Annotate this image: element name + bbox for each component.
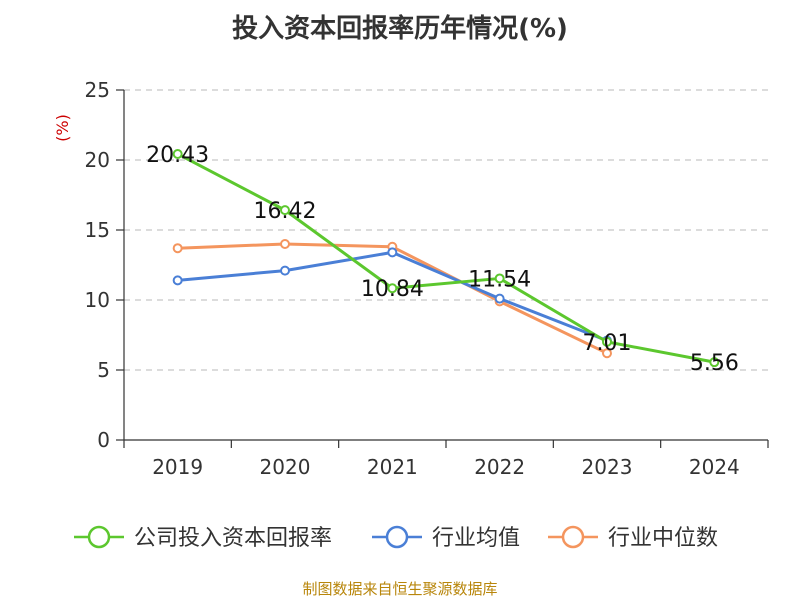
chart-title: 投入资本回报率历年情况(%)	[232, 14, 568, 44]
legend-swatch-marker	[87, 525, 111, 549]
x-tick-label: 2022	[474, 455, 525, 479]
legend-label: 行业中位数	[608, 526, 718, 551]
y-axis-unit-label: (%)	[53, 114, 72, 142]
y-tick-label: 0	[97, 428, 110, 452]
data-point	[172, 148, 183, 159]
data-label: 20.43	[146, 143, 209, 168]
data-label: 7.01	[583, 331, 632, 356]
x-tick-label: 2019	[152, 455, 203, 479]
data-point	[280, 265, 290, 276]
data-point	[172, 243, 183, 254]
axes: 0 5 10 15 20 25 2019 2020 2021 2022 2023 2024	[85, 78, 769, 479]
data-point	[602, 348, 612, 359]
data-label: 11.54	[468, 267, 531, 292]
source-note: 制图数据来自恒生聚源数据库	[302, 580, 498, 598]
legend-label: 公司投入资本回报率	[134, 526, 332, 551]
legend-swatch-marker	[385, 525, 409, 549]
series-lines	[172, 148, 720, 368]
data-point	[387, 247, 398, 258]
series-line	[176, 152, 715, 364]
y-tick-label: 15	[85, 218, 110, 242]
y-tick-label: 20	[85, 148, 110, 172]
x-tick-label: 2021	[367, 455, 418, 479]
x-tick-label: 2020	[260, 455, 311, 479]
data-point	[494, 273, 505, 284]
y-tick-label: 25	[85, 78, 110, 102]
legend: 公司投入资本回报率 行业均值 行业中位数	[74, 525, 718, 551]
data-point	[387, 283, 398, 294]
y-tick-label: 5	[97, 358, 110, 382]
y-tick-label: 10	[85, 288, 110, 312]
data-point	[494, 293, 505, 304]
data-label: 10.84	[361, 277, 424, 302]
data-labels: 20.43 16.42 10.84 11.54 7.01 5.56	[146, 143, 739, 376]
data-point	[709, 357, 720, 368]
data-point	[602, 336, 612, 347]
data-point	[172, 275, 183, 286]
data-label: 5.56	[690, 351, 739, 376]
legend-label: 行业均值	[432, 526, 520, 551]
data-label: 16.42	[254, 199, 317, 224]
x-tick-label: 2023	[582, 455, 633, 479]
grid-lines	[124, 89, 768, 371]
legend-swatch-marker	[561, 525, 585, 549]
x-tick-label: 2024	[689, 455, 740, 479]
data-point	[280, 239, 290, 249]
data-point	[280, 205, 290, 216]
